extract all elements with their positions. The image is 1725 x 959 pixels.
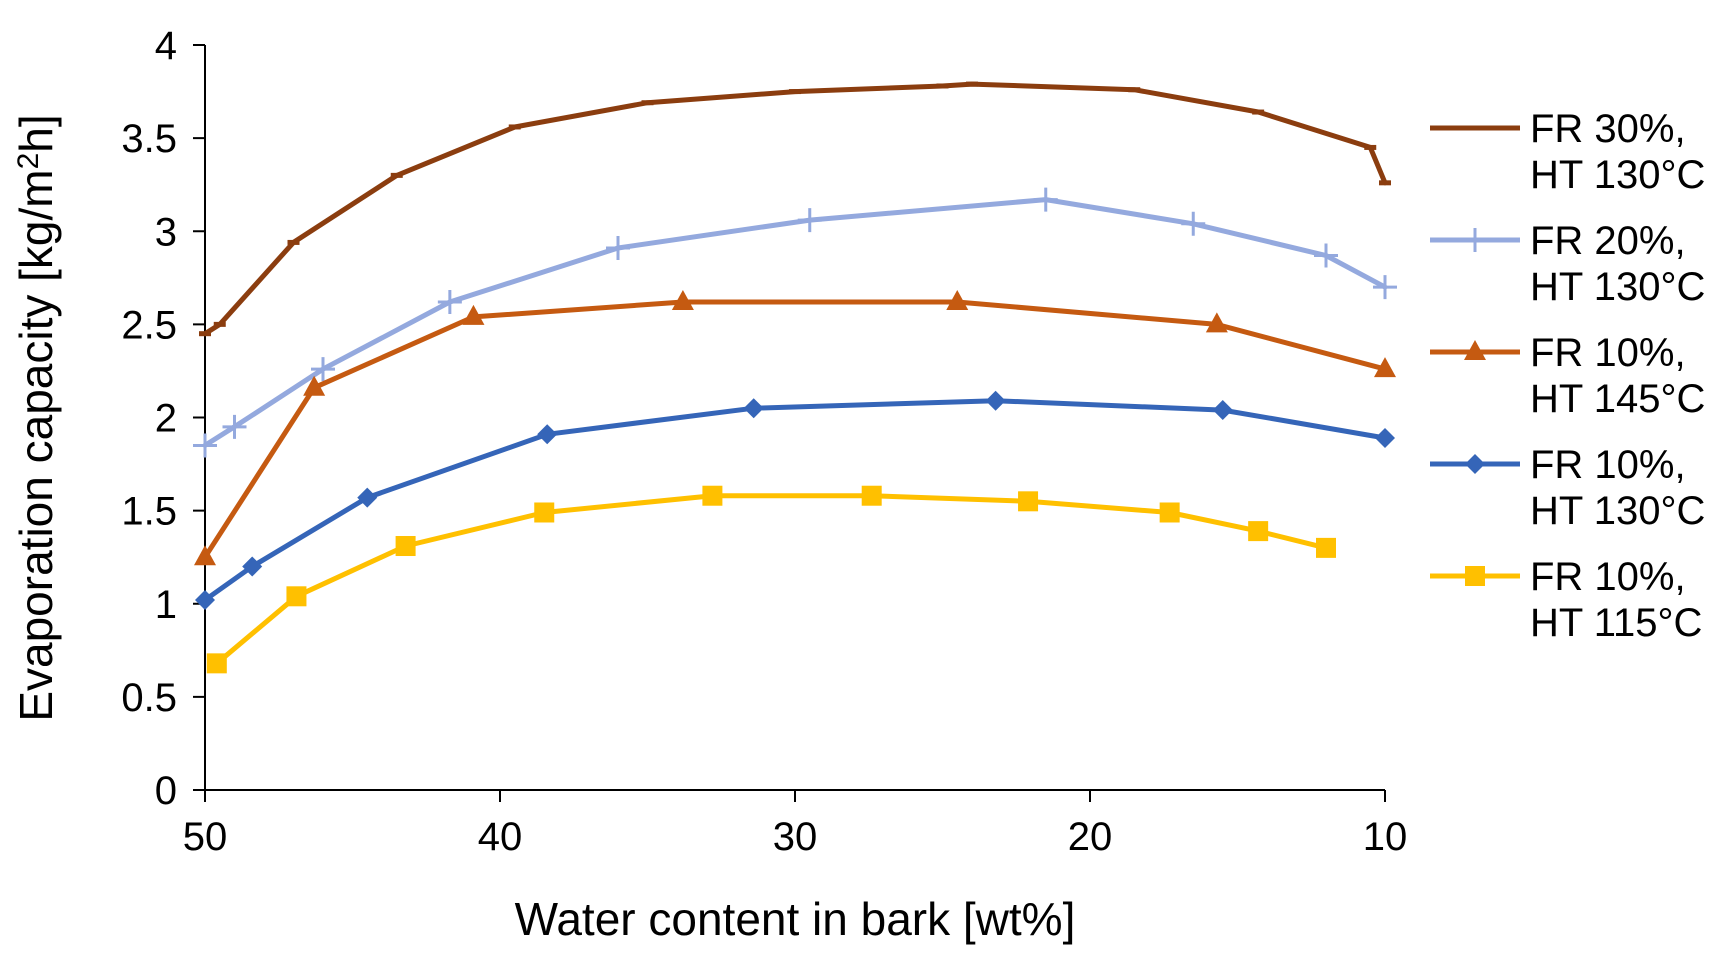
data-point — [437, 290, 462, 315]
y-axis-title-superscript: 2 — [12, 153, 45, 170]
data-point — [985, 390, 1006, 411]
y-axis-title-suffix: h] — [10, 114, 62, 152]
x-tick-label: 40 — [478, 815, 523, 859]
legend-label: HT 130°C — [1530, 489, 1705, 533]
y-axis-title-prefix: Evaporation capacity [kg/m — [10, 169, 62, 721]
data-point — [195, 590, 215, 611]
data-point — [1018, 491, 1039, 512]
x-tick-label: 10 — [1363, 815, 1408, 859]
data-point — [1374, 357, 1396, 378]
legend-marker — [1464, 340, 1486, 360]
data-point — [303, 375, 326, 396]
data-point — [1314, 243, 1338, 268]
data-point — [242, 556, 263, 577]
data-point — [286, 586, 307, 607]
legend-label: FR 20%, — [1530, 219, 1686, 263]
data-point — [222, 414, 247, 439]
data-point — [1181, 211, 1206, 236]
data-point — [797, 208, 822, 233]
series-line — [202, 197, 1388, 448]
legend: FR 30%,HT 130°CFR 20%,HT 130°CFR 10%,HT … — [1430, 107, 1705, 645]
axis-ticks: 0 0.5 1 1.5 2 2.5 3 3.5 4 50 40 30 20 10 — [121, 24, 1407, 859]
legend-label: HT 130°C — [1530, 153, 1705, 197]
axes — [204, 45, 1385, 791]
series-1 — [199, 81, 1391, 337]
series-3 — [194, 290, 1396, 566]
x-tick-label: 30 — [773, 815, 818, 859]
x-tick-label: 20 — [1068, 815, 1113, 859]
data-point — [946, 290, 969, 311]
data-point — [357, 487, 378, 508]
x-tick-label: 50 — [183, 815, 228, 859]
legend-marker — [1465, 454, 1485, 474]
data-point — [1375, 427, 1395, 448]
y-tick-label: 3.5 — [121, 117, 177, 161]
data-point — [1373, 275, 1397, 300]
legend-marker — [1465, 566, 1485, 586]
data-point — [462, 304, 485, 325]
legend-label: HT 115°C — [1530, 601, 1702, 645]
series-line — [214, 493, 1329, 666]
data-point — [1159, 502, 1180, 523]
data-point — [1205, 312, 1228, 333]
y-tick-label: 2 — [155, 397, 177, 441]
legend-entry: FR 30%,HT 130°C — [1430, 107, 1705, 197]
data-point — [534, 502, 555, 523]
legend-entry: FR 10%,HT 130°C — [1430, 443, 1705, 533]
series-5 — [206, 485, 1336, 674]
data-point — [193, 433, 217, 458]
data-point — [1212, 400, 1233, 421]
y-tick-label: 1 — [155, 583, 177, 627]
y-tick-label: 1.5 — [121, 490, 177, 534]
data-point — [1033, 187, 1058, 212]
data-point — [743, 398, 764, 419]
data-point — [702, 485, 723, 506]
data-point — [206, 653, 227, 674]
data-point — [537, 424, 558, 445]
data-point — [1316, 537, 1336, 558]
data-point — [606, 236, 630, 261]
y-tick-label: 4 — [155, 24, 177, 68]
legend-label: FR 30%, — [1530, 107, 1686, 151]
series-line — [202, 398, 1388, 603]
legend-entry: FR 10%,HT 145°C — [1430, 331, 1705, 421]
legend-label: HT 145°C — [1530, 377, 1705, 421]
series-line — [202, 81, 1388, 337]
legend-marker — [1463, 228, 1487, 252]
y-tick-label: 0.5 — [121, 676, 177, 720]
legend-label: FR 10%, — [1530, 555, 1686, 599]
x-axis-title: Water content in bark [wt%] — [515, 893, 1076, 945]
y-tick-label: 2.5 — [121, 303, 177, 347]
series-4 — [195, 390, 1395, 611]
y-tick-label: 3 — [155, 210, 177, 254]
legend-label: FR 10%, — [1530, 443, 1686, 487]
legend-label: FR 10%, — [1530, 331, 1686, 375]
legend-label: HT 130°C — [1530, 265, 1705, 309]
data-point — [395, 536, 416, 557]
data-point — [194, 545, 216, 566]
data-point — [861, 485, 882, 506]
data-point — [671, 290, 694, 311]
y-axis-title: Evaporation capacity [kg/m2h] — [10, 114, 62, 721]
data-point — [1248, 521, 1269, 542]
data-point — [311, 357, 335, 382]
legend-entry: FR 20%,HT 130°C — [1430, 219, 1705, 309]
data-series — [193, 81, 1397, 674]
series-2 — [193, 187, 1397, 458]
y-tick-label: 0 — [155, 769, 177, 813]
legend-entry: FR 10%,HT 115°C — [1430, 555, 1702, 645]
